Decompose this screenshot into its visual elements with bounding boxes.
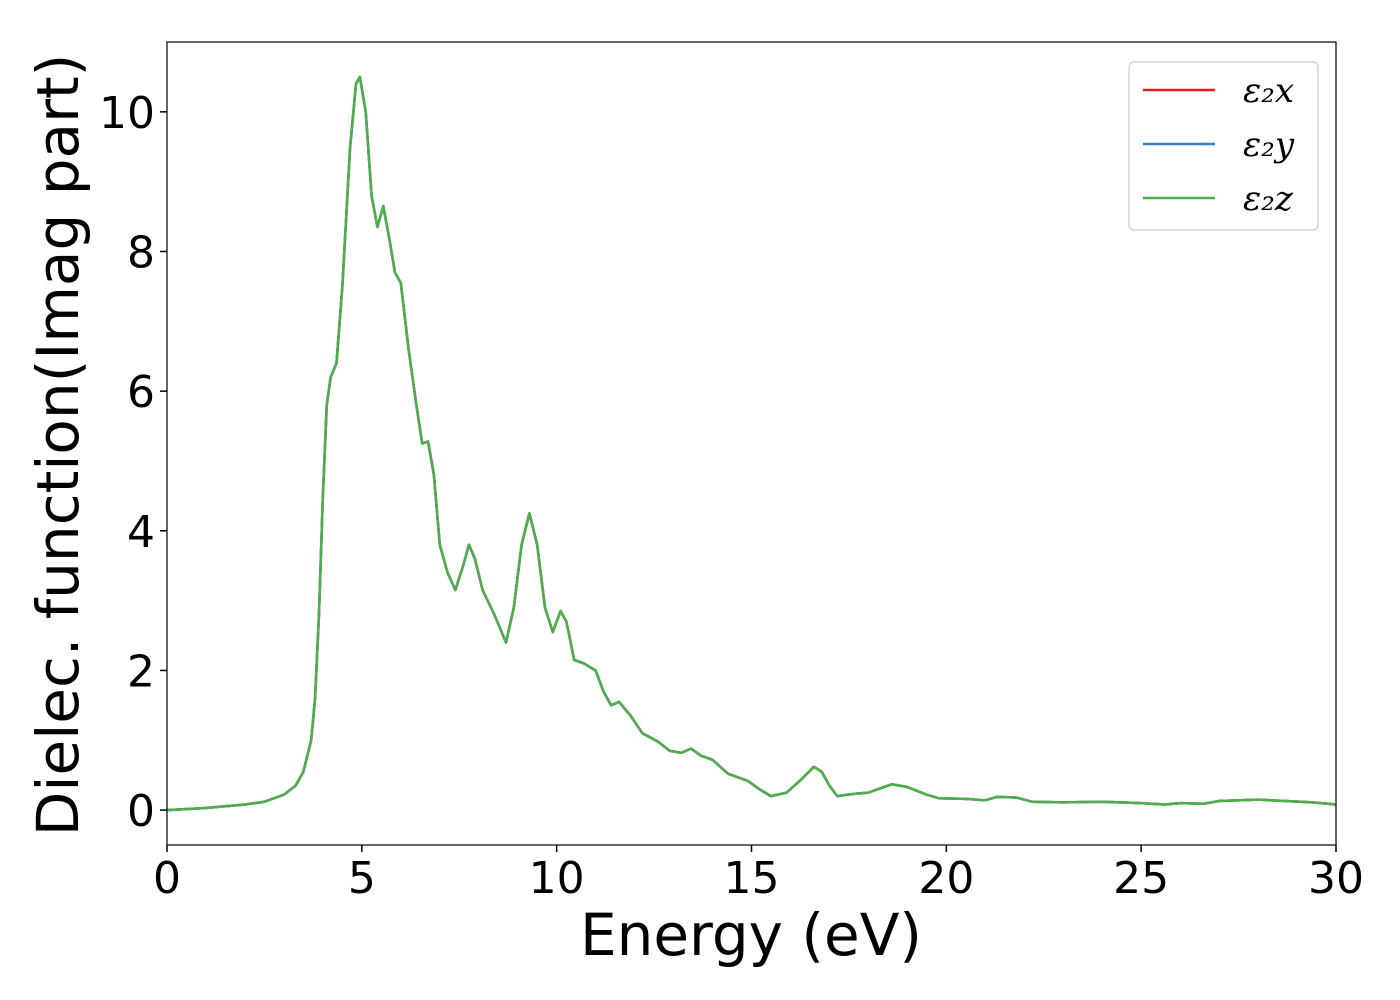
legend: ε₂x ε₂y ε₂z — [1128, 61, 1319, 231]
legend-label: ε₂x — [1243, 71, 1294, 111]
x-tick-label: 20 — [918, 853, 974, 904]
x-axis-label: Energy (eV) — [580, 901, 922, 969]
y-tick-label: 0 — [127, 786, 155, 837]
y-tick-label: 2 — [127, 646, 155, 697]
plot-frame — [166, 41, 1337, 846]
legend-box — [1128, 61, 1319, 231]
x-tick-label: 15 — [724, 853, 780, 904]
legend-label: ε₂y — [1243, 125, 1295, 165]
legend-label: ε₂z — [1243, 179, 1294, 219]
x-tick-label: 10 — [529, 853, 585, 904]
x-tick-label: 0 — [153, 853, 181, 904]
y-tick-label: 8 — [127, 227, 155, 278]
series-line — [166, 75, 1337, 812]
y-axis-label: Dielec. function(Imag part) — [24, 54, 92, 837]
x-tick-label: 25 — [1113, 853, 1169, 904]
x-tick-label: 30 — [1308, 853, 1364, 904]
y-tick-label: 4 — [127, 507, 155, 558]
x-tick-label: 5 — [348, 853, 376, 904]
y-tick-label: 6 — [127, 367, 155, 418]
y-tick-label: 10 — [99, 88, 155, 139]
